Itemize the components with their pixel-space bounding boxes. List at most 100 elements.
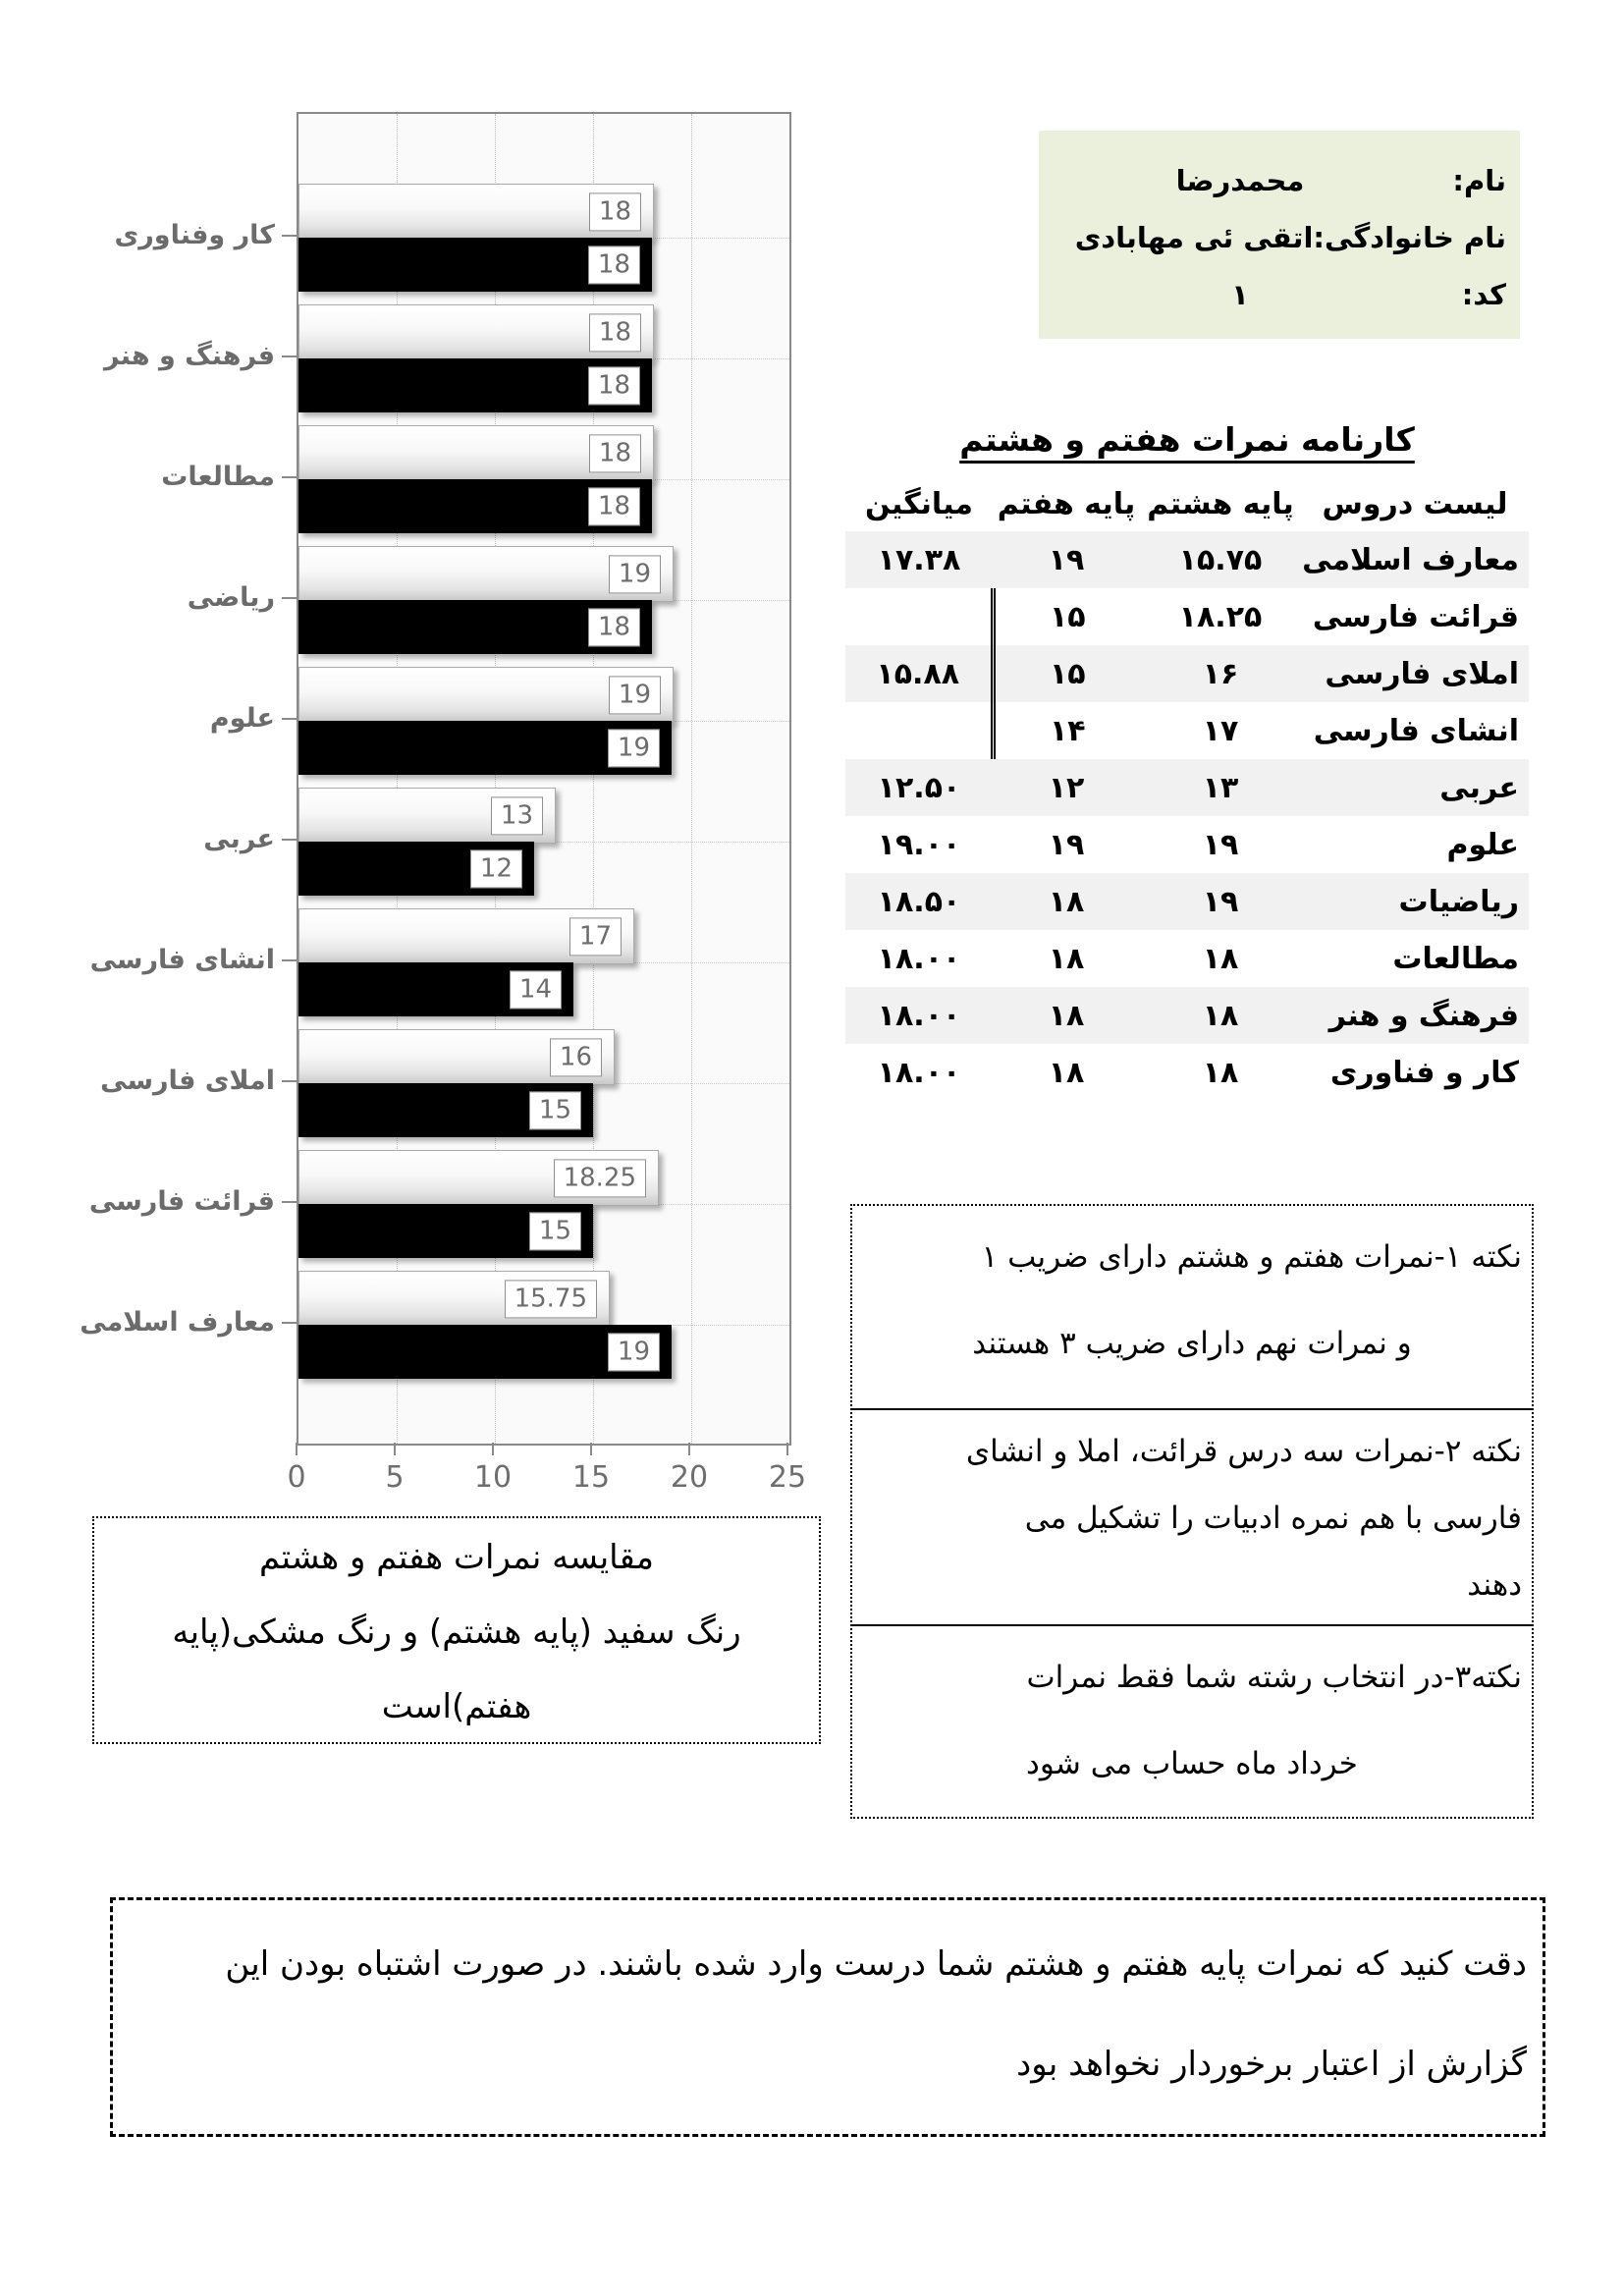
bar-grade8: 19: [298, 667, 674, 723]
y-axis-tick: [282, 959, 297, 961]
warning-line: گزارش از اعتبار برخوردار نخواهد بود: [1016, 2045, 1527, 2084]
table-row: ریاضیات ۱۹ ۱۸ ۱۸.۵۰: [845, 873, 1529, 930]
table-header-row: لیست دروس پایه هشتم پایه هفتم میانگین: [845, 476, 1529, 531]
bar-grade7: 18: [298, 479, 652, 533]
col-header-subjects: لیست دروس: [1322, 486, 1508, 521]
grade8-cell: ۱۹: [1202, 884, 1239, 919]
bar-grade7: 19: [298, 721, 672, 775]
bar-grade7: 18: [298, 238, 652, 292]
warning-box: دقت کنید که نمرات پایه هفتم و هشتم شما د…: [110, 1897, 1545, 2137]
grade7-cell: ۱۸: [1048, 1055, 1085, 1090]
category-label: معارف اسلامی: [80, 1307, 275, 1338]
name-label: نام:: [1452, 164, 1506, 197]
category-label: انشای فارسی: [89, 945, 275, 975]
gridline-vertical: [593, 114, 594, 1444]
table-row: فرهنگ و هنر ۱۸ ۱۸ ۱۸.۰۰: [845, 987, 1529, 1044]
gridline-vertical: [397, 114, 398, 1444]
average-cell: [845, 702, 996, 759]
bar-grade8: 13: [298, 788, 556, 844]
subject-cell: عربی: [1439, 770, 1519, 805]
bar-grade8: 18: [298, 425, 654, 481]
bar-value-label: 18: [588, 433, 641, 473]
average-cell: ۱۸.۵۰: [877, 884, 961, 919]
bar-grade8: 18.25: [298, 1150, 659, 1206]
table-row: انشای فارسی ۱۷ ۱۴: [845, 702, 1529, 759]
subject-cell: املای فارسی: [1325, 656, 1519, 691]
bar-grade8: 19: [298, 546, 674, 602]
category-label: املای فارسی: [100, 1066, 275, 1096]
chart-caption-box: مقایسه نمرات هفتم و هشتم رنگ سفید (پایه …: [92, 1516, 821, 1744]
bar-grade7: 18: [298, 358, 652, 412]
x-axis-tick: [688, 1443, 690, 1455]
grade7-cell: ۱۹: [1048, 827, 1085, 862]
bar-value-label: 19: [607, 728, 660, 768]
bar-grade7: 14: [298, 962, 573, 1016]
x-axis-tick: [590, 1443, 592, 1455]
subject-cell: قرائت فارسی: [1312, 599, 1519, 634]
category-label: علوم: [209, 703, 275, 734]
x-axis-tick: [394, 1443, 396, 1455]
student-code-row: کد: ۱: [1039, 266, 1520, 323]
y-axis-tick: [282, 355, 297, 357]
note-item: نکته ۲-نمرات سه درس قرائت، املا و انشای ف…: [852, 1408, 1532, 1624]
bar-value-label: 19: [608, 675, 661, 715]
gridline-vertical: [495, 114, 496, 1444]
x-axis-label: 15: [571, 1460, 611, 1495]
category-label: ریاضی: [187, 582, 275, 613]
student-family-row: نام خانوادگی:اتقی ئی مهابادی: [1039, 209, 1520, 266]
grades-table: لیست دروس پایه هشتم پایه هفتم میانگین مع…: [845, 476, 1529, 1101]
bar-value-label: 13: [490, 795, 543, 836]
col-header-grade7: پایه هفتم: [997, 486, 1136, 521]
note-line: دهند: [1467, 1567, 1522, 1603]
col-header-grade8: پایه هشتم: [1147, 486, 1294, 521]
bar-value-label: 17: [568, 916, 622, 957]
grade7-cell: ۱۸: [1048, 884, 1085, 919]
y-axis-tick: [282, 235, 297, 237]
category-label: کار وفناوری: [114, 220, 275, 250]
note-line: خرداد ماه حساب می شود: [1026, 1746, 1358, 1781]
bar-grade8: 16: [298, 1029, 615, 1085]
average-cell: ۱۸.۰۰: [877, 941, 961, 976]
bar-value-label: 16: [549, 1037, 602, 1077]
average-cell: ۱۷.۳۸: [877, 542, 961, 577]
bar-value-label: 15: [528, 1090, 581, 1130]
bar-grade7: 12: [298, 842, 534, 896]
x-axis-tick: [786, 1443, 788, 1455]
note-line: و نمرات نهم دارای ضریب ۳ هستند: [972, 1326, 1412, 1361]
x-axis-label: 20: [670, 1460, 709, 1495]
bar-value-label: 12: [469, 848, 522, 889]
family-name-text: نام خانوادگی:اتقی ئی مهابادی: [1074, 221, 1506, 254]
warning-line: دقت کنید که نمرات پایه هفتم و هشتم شما د…: [225, 1944, 1527, 1984]
table-title: کارنامه نمرات هفتم و هشتم: [959, 420, 1415, 459]
table-row: معارف اسلامی ۱۵.۷۵ ۱۹ ۱۷.۳۸: [845, 531, 1529, 588]
bar-grade7: 15: [298, 1083, 593, 1137]
category-label: عربی: [203, 824, 275, 854]
table-row: عربی ۱۳ ۱۲ ۱۲.۵۰: [845, 759, 1529, 816]
category-label: مطالعات: [161, 462, 275, 492]
grade8-cell: ۱۸: [1202, 941, 1239, 976]
bar-value-label: 18: [587, 365, 640, 406]
grade7-cell: ۱۲: [1048, 770, 1085, 805]
bar-value-label: 19: [607, 1332, 660, 1372]
bar-grade8: 18: [298, 184, 654, 240]
grade7-cell: ۱۸: [1048, 998, 1085, 1033]
code-label: کد:: [1461, 278, 1506, 311]
caption-line: هفتم)است: [381, 1687, 532, 1726]
bar-value-label: 19: [608, 554, 661, 594]
grade8-cell: ۱۵.۷۵: [1178, 542, 1263, 577]
grade8-cell: ۱۸: [1202, 998, 1239, 1033]
subject-cell: فرهنگ و هنر: [1328, 998, 1519, 1033]
y-axis-tick: [282, 718, 297, 720]
category-label: قرائت فارسی: [88, 1186, 275, 1217]
average-cell: ۱۲.۵۰: [877, 770, 961, 805]
bar-grade8: 18: [298, 304, 654, 360]
grade7-cell: ۱۹: [1048, 542, 1085, 577]
grade8-cell: ۱۶: [1202, 656, 1239, 691]
x-axis-label: 0: [287, 1460, 306, 1495]
table-row: قرائت فارسی ۱۸.۲۵ ۱۵: [845, 588, 1529, 645]
grades-table-body: معارف اسلامی ۱۵.۷۵ ۱۹ ۱۷.۳۸ قرائت فارسی ۱۸.۲۵…: [845, 531, 1529, 1101]
y-axis-tick: [282, 597, 297, 599]
subject-cell: معارف اسلامی: [1302, 542, 1519, 577]
bar-value-label: 18: [587, 245, 640, 285]
